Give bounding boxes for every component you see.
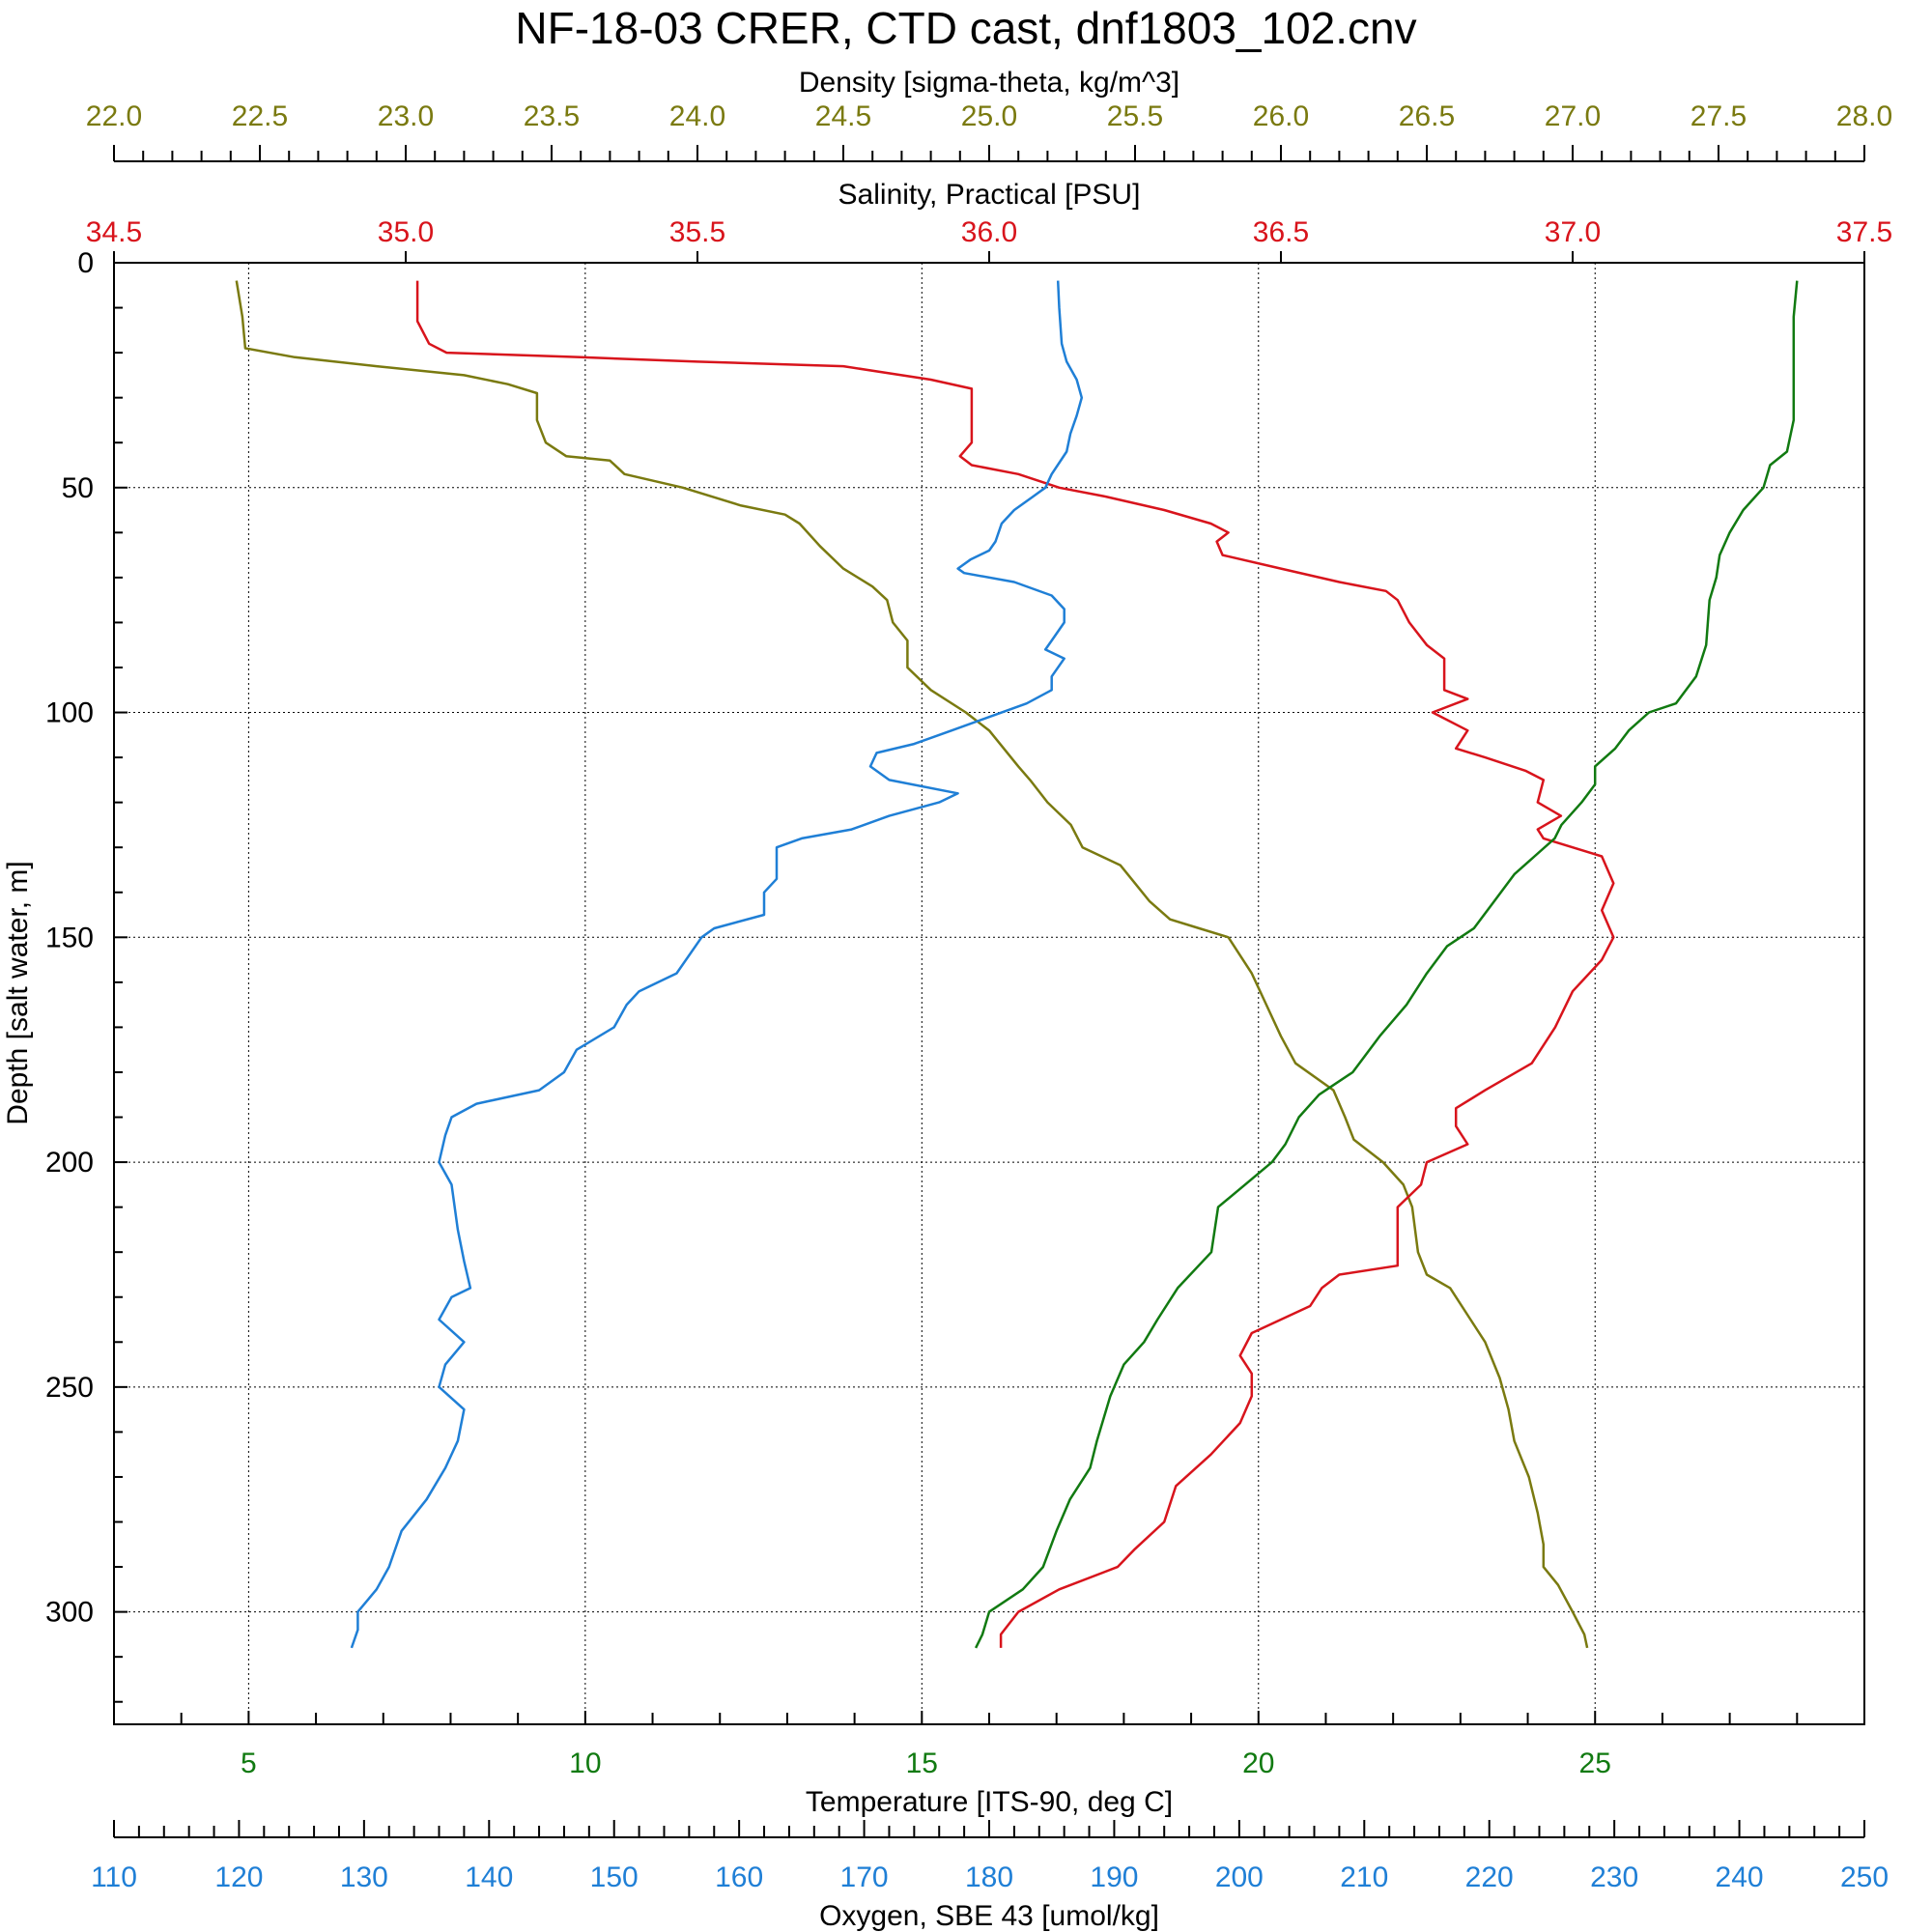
oxygen-tick-label: 160 bbox=[715, 1861, 763, 1893]
depth-tick-label: 250 bbox=[45, 1372, 94, 1404]
salinity-tick-label: 35.0 bbox=[378, 216, 434, 248]
oxygen-tick-label: 190 bbox=[1090, 1861, 1138, 1893]
density-tick-label: 28.0 bbox=[1836, 100, 1892, 132]
temperature-tick-label: 20 bbox=[1242, 1747, 1274, 1779]
plot-frame bbox=[113, 262, 1865, 1725]
depth-tick-label: 50 bbox=[62, 472, 94, 504]
temperature-tick-label: 25 bbox=[1579, 1747, 1611, 1779]
salinity-tick-label: 37.5 bbox=[1836, 216, 1892, 248]
depth-tick-label: 150 bbox=[45, 922, 94, 953]
oxygen-axis: 110 120 130 140 150 160 170 180 190 200 210 220 230 2… bbox=[91, 1820, 1889, 1932]
salinity-ticks: 34.5 35.0 35.5 36.0 36.5 37.0 37.5 bbox=[86, 216, 1892, 263]
temperature-axis-label: Temperature [ITS-90, deg C] bbox=[806, 1786, 1173, 1818]
oxygen-tick-label: 200 bbox=[1215, 1861, 1264, 1893]
density-tick-label: 26.0 bbox=[1253, 100, 1309, 132]
oxygen-tick-label: 250 bbox=[1840, 1861, 1889, 1893]
oxygen-profile-line bbox=[350, 280, 1084, 1649]
oxygen-tick-label: 150 bbox=[590, 1861, 639, 1893]
temperature-tick-label: 10 bbox=[569, 1747, 601, 1779]
salinity-tick-label: 35.5 bbox=[669, 216, 725, 248]
density-ticks: 22.0 22.5 23.0 23.5 24.0 24.5 25.0 25.5 26.0 26.5… bbox=[86, 100, 1892, 161]
density-tick-label: 27.5 bbox=[1690, 100, 1747, 132]
density-tick-label: 25.0 bbox=[961, 100, 1017, 132]
density-tick-label: 23.0 bbox=[378, 100, 434, 132]
chart-title: NF-18-03 CRER, CTD cast, dnf1803_102.cnv bbox=[515, 3, 1416, 53]
oxygen-tick-label: 130 bbox=[340, 1861, 388, 1893]
grid-lines bbox=[114, 263, 1864, 1724]
temperature-tick-label: 15 bbox=[906, 1747, 938, 1779]
density-tick-label: 23.5 bbox=[524, 100, 580, 132]
density-profile-line bbox=[235, 280, 1589, 1649]
density-axis-label: Density [sigma-theta, kg/m^3] bbox=[799, 67, 1179, 99]
oxygen-axis-label: Oxygen, SBE 43 [umol/kg] bbox=[819, 1900, 1159, 1932]
density-tick-label: 24.5 bbox=[815, 100, 871, 132]
oxygen-tick-label: 220 bbox=[1465, 1861, 1514, 1893]
oxygen-tick-label: 120 bbox=[214, 1861, 263, 1893]
depth-tick-label: 0 bbox=[77, 247, 94, 279]
density-tick-label: 26.5 bbox=[1399, 100, 1455, 132]
oxygen-tick-label: 170 bbox=[840, 1861, 889, 1893]
oxygen-tick-label: 230 bbox=[1590, 1861, 1638, 1893]
salinity-tick-label: 36.5 bbox=[1253, 216, 1309, 248]
oxygen-tick-label: 240 bbox=[1716, 1861, 1764, 1893]
salinity-profile-line bbox=[415, 280, 1615, 1648]
density-axis: 22.0 22.5 23.0 23.5 24.0 24.5 25.0 25.5 26.0 26.5… bbox=[86, 67, 1892, 162]
oxygen-tick-label: 140 bbox=[465, 1861, 513, 1893]
temperature-axis: 5 10 15 20 25 Temperature [ITS-90, deg C] bbox=[113, 1711, 1865, 1818]
salinity-tick-label: 36.0 bbox=[961, 216, 1017, 248]
density-tick-label: 22.5 bbox=[232, 100, 288, 132]
salinity-axis: 34.5 35.0 35.5 36.0 36.5 37.0 37.5 Salinity, P… bbox=[86, 179, 1892, 263]
salinity-tick-label: 34.5 bbox=[86, 216, 142, 248]
density-tick-label: 22.0 bbox=[86, 100, 142, 132]
depth-ticks: 0 50 100 150 200 250 300 bbox=[45, 247, 128, 1703]
depth-tick-label: 100 bbox=[45, 697, 94, 729]
depth-axis: 0 50 100 150 200 250 300 Depth [salt water, m] bbox=[2, 247, 128, 1703]
density-tick-label: 24.0 bbox=[669, 100, 725, 132]
series-lines bbox=[235, 280, 1799, 1649]
salinity-tick-label: 37.0 bbox=[1545, 216, 1601, 248]
depth-tick-label: 200 bbox=[45, 1147, 94, 1179]
depth-axis-label: Depth [salt water, m] bbox=[2, 861, 34, 1124]
oxygen-tick-label: 110 bbox=[91, 1861, 137, 1893]
oxygen-ticks: 110 120 130 140 150 160 170 180 190 200 210 220 230 2… bbox=[91, 1820, 1889, 1893]
density-tick-label: 25.5 bbox=[1107, 100, 1163, 132]
density-tick-label: 27.0 bbox=[1545, 100, 1601, 132]
temperature-tick-label: 5 bbox=[241, 1747, 257, 1779]
temperature-ticks: 5 10 15 20 25 bbox=[113, 1711, 1865, 1779]
oxygen-tick-label: 210 bbox=[1340, 1861, 1388, 1893]
depth-tick-label: 300 bbox=[45, 1597, 94, 1629]
temperature-profile-line bbox=[974, 280, 1799, 1649]
salinity-axis-label: Salinity, Practical [PSU] bbox=[838, 179, 1141, 211]
oxygen-tick-label: 180 bbox=[965, 1861, 1013, 1893]
